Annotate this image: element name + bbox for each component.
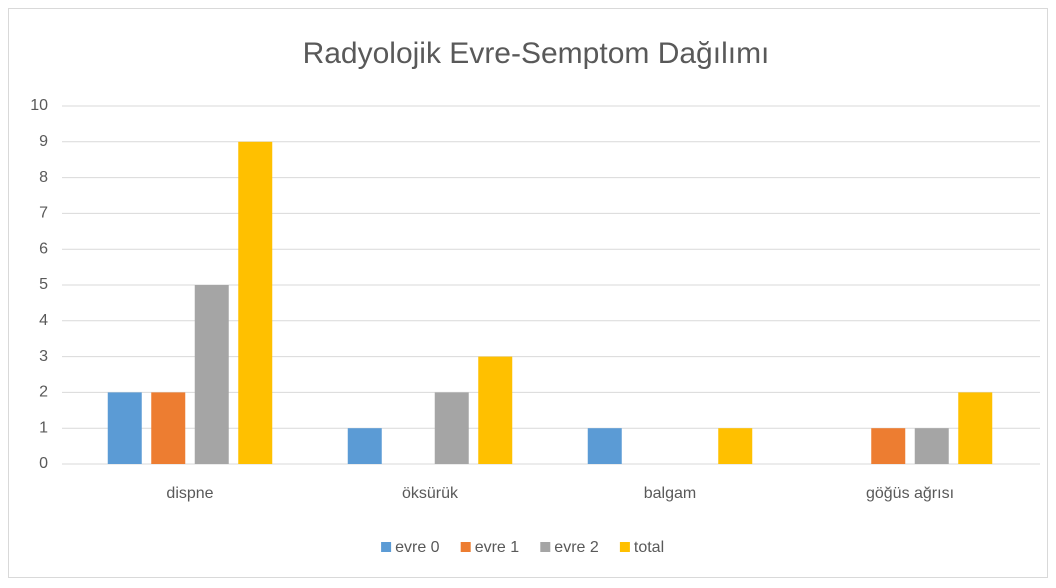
- legend-swatch: [381, 542, 392, 552]
- bar: [587, 428, 622, 464]
- y-tick-label: 5: [39, 276, 48, 293]
- y-tick-label: 2: [39, 384, 48, 401]
- x-tick-label: öksürük: [402, 485, 459, 502]
- x-tick-label: balgam: [644, 485, 696, 502]
- y-tick-label: 3: [39, 348, 48, 365]
- bar: [347, 428, 382, 464]
- bar: [434, 392, 469, 464]
- legend-label: evre 0: [395, 539, 440, 556]
- y-tick-label: 9: [39, 133, 48, 150]
- bar: [151, 392, 186, 464]
- y-tick-label: 6: [39, 240, 48, 257]
- legend-label: evre 1: [475, 539, 520, 556]
- x-tick-label: dispne: [166, 485, 213, 502]
- y-tick-label: 8: [39, 169, 48, 186]
- legend-swatch: [540, 542, 551, 552]
- bar: [914, 428, 949, 464]
- bar: [718, 428, 753, 464]
- bar: [958, 392, 993, 464]
- legend-label: evre 2: [554, 539, 599, 556]
- chart-title: Radyolojik Evre-Semptom Dağılımı: [303, 37, 770, 70]
- bar: [107, 392, 142, 464]
- y-tick-label: 1: [39, 419, 48, 436]
- legend-label: total: [634, 539, 664, 556]
- bar: [238, 141, 273, 465]
- y-tick-label: 0: [39, 455, 48, 472]
- bar: [871, 428, 906, 464]
- chart-border: [8, 8, 1048, 578]
- y-tick-label: 7: [39, 205, 48, 222]
- legend-swatch: [619, 542, 630, 552]
- y-tick-label: 10: [30, 97, 48, 114]
- y-tick-label: 4: [39, 312, 48, 329]
- bar: [194, 285, 229, 464]
- legend-swatch: [460, 542, 471, 552]
- bar: [478, 356, 513, 464]
- x-tick-label: göğüs ağrısı: [866, 485, 954, 502]
